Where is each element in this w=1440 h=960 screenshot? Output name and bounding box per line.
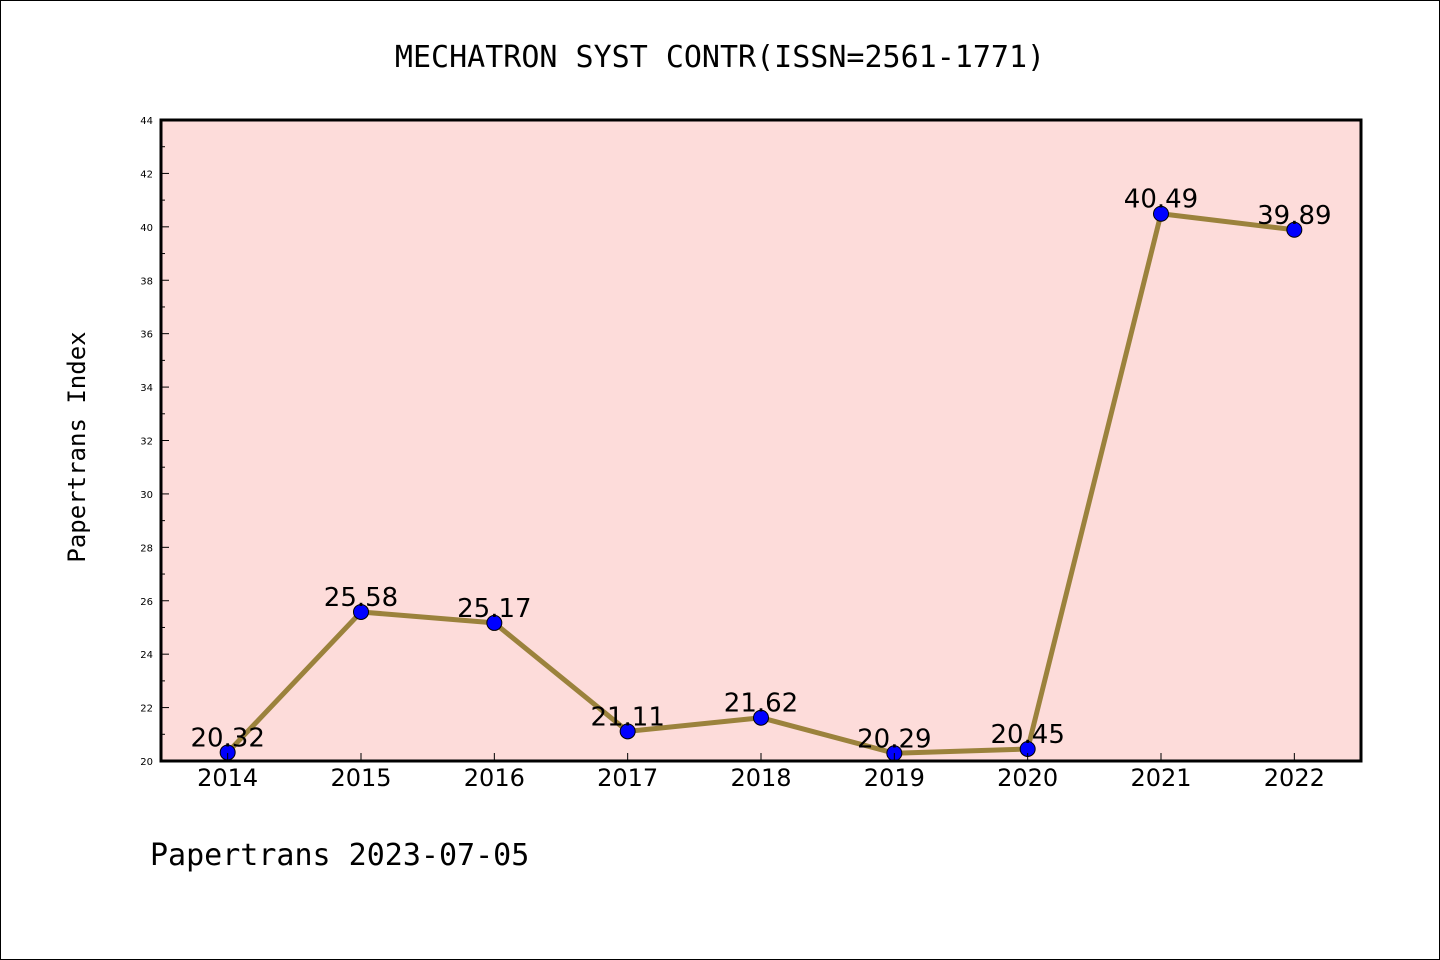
x-tick-label: 2015 (330, 764, 391, 792)
data-label: 20.29 (857, 724, 931, 754)
footer-text: Papertrans 2023-07-05 (150, 838, 529, 873)
data-point-marker (1153, 205, 1169, 222)
data-label: 25.58 (324, 583, 398, 613)
data-label: 21.62 (724, 689, 798, 719)
chart-title: MECHATRON SYST CONTR(ISSN=2561-1771) (395, 40, 1045, 75)
data-point-marker (619, 723, 636, 740)
data-point-marker (753, 709, 769, 726)
y-tick-label: 20 (140, 757, 153, 768)
plot-area (161, 120, 1361, 761)
plot-border (159, 118, 1363, 763)
data-point-marker (486, 614, 503, 631)
data-label: 39.89 (1257, 201, 1331, 231)
y-tick-label: 24 (140, 650, 153, 661)
x-tick-label: 2019 (864, 764, 925, 792)
x-tick-label: 2021 (1130, 764, 1191, 792)
x-tick-label: 2022 (1264, 764, 1325, 792)
data-label: 20.45 (990, 720, 1064, 750)
x-tick-label: 2018 (730, 764, 791, 792)
data-label: 21.11 (590, 702, 664, 732)
y-tick-label: 32 (140, 437, 153, 448)
data-point-marker (353, 603, 369, 620)
y-tick-label: 30 (140, 490, 153, 501)
y-axis-label: Papertrans Index (63, 331, 91, 562)
y-tick-label: 38 (140, 276, 153, 287)
data-label: 40.49 (1124, 185, 1198, 215)
y-tick-label: 42 (140, 169, 153, 180)
y-tick-label: 44 (140, 116, 153, 127)
x-tick-label: 2017 (597, 764, 658, 792)
x-tick-label: 2016 (464, 764, 525, 792)
data-label: 25.17 (457, 594, 531, 624)
y-tick-label: 36 (140, 330, 153, 341)
y-tick-label: 34 (140, 383, 153, 394)
data-point-marker (1286, 221, 1303, 238)
y-tick-label: 28 (140, 543, 153, 554)
y-tick-label: 40 (140, 223, 153, 234)
y-tick-label: 22 (140, 704, 153, 715)
x-tick-label: 2020 (997, 764, 1058, 792)
y-tick-label: 26 (140, 597, 153, 608)
data-label: 20.32 (190, 723, 264, 753)
x-tick-label: 2014 (197, 764, 258, 792)
